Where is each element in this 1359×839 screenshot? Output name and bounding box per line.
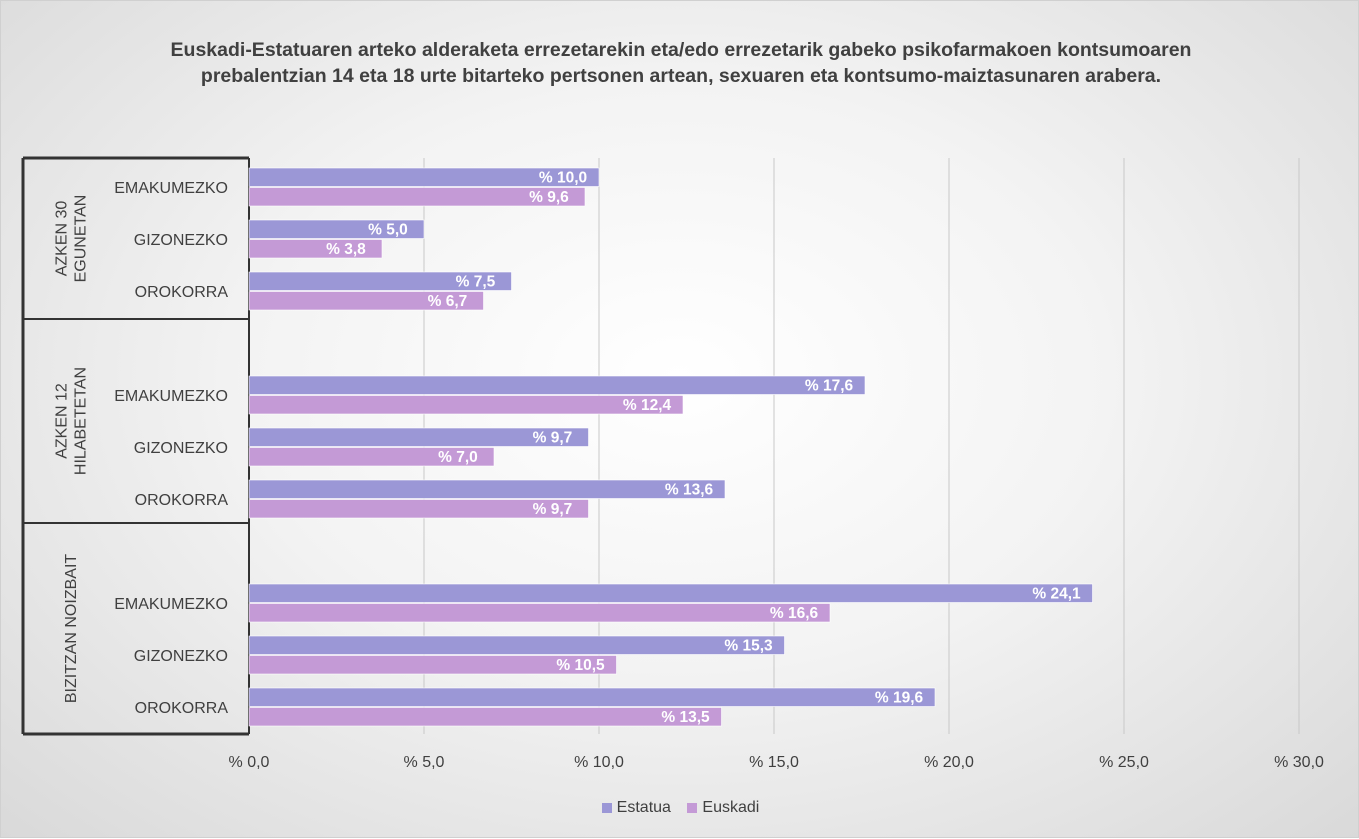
bar-euskadi	[248, 187, 586, 207]
x-tick-label: % 5,0	[404, 754, 445, 771]
bar-euskadi	[248, 239, 383, 259]
category-label: GIZONEZKO	[134, 232, 228, 249]
category-label: EMAKUMEZKO	[114, 388, 228, 405]
bar-euskadi	[248, 707, 722, 727]
x-tick-label: % 10,0	[574, 754, 624, 771]
bar-estatua	[248, 583, 1093, 603]
x-tick-label: % 15,0	[749, 754, 799, 771]
data-label: % 10,5	[556, 657, 605, 674]
data-label: % 13,6	[665, 482, 714, 499]
data-label: % 13,5	[661, 709, 710, 726]
group-label-line: BIZITZAN NOIZBAIT	[63, 554, 80, 704]
category-label: OROKORRA	[135, 700, 229, 717]
x-tick-label: % 25,0	[1099, 754, 1149, 771]
bar-estatua	[248, 687, 936, 707]
data-label: % 10,0	[539, 170, 587, 187]
legend-item-euskadi: Euskadi	[687, 799, 759, 817]
group-label-line: AZKEN 30	[54, 201, 71, 277]
data-label: % 7,5	[456, 274, 496, 291]
group-label: AZKEN 30 EGUNETAN	[54, 195, 90, 283]
x-tick-label: % 0,0	[229, 754, 270, 771]
group-label-line: EGUNETAN	[73, 195, 90, 283]
group-label: AZKEN 12 HILABETETAN	[54, 367, 90, 475]
bar-euskadi	[248, 499, 589, 519]
x-tick-label: % 20,0	[924, 754, 974, 771]
data-label: % 3,8	[326, 241, 366, 258]
category-label: GIZONEZKO	[134, 648, 228, 665]
legend: Estatua Euskadi	[1, 799, 1359, 818]
bar-estatua	[248, 635, 785, 655]
category-label: OROKORRA	[135, 492, 229, 509]
bar-estatua	[248, 167, 600, 187]
data-label: % 9,6	[529, 189, 569, 206]
data-label: % 6,7	[428, 293, 468, 310]
bar-estatua	[248, 219, 425, 239]
legend-label-euskadi: Euskadi	[702, 799, 760, 816]
data-label: % 19,6	[875, 690, 924, 707]
bar-euskadi	[248, 447, 495, 467]
legend-label-estatua: Estatua	[616, 799, 671, 816]
bar-estatua	[248, 271, 512, 291]
bar-estatua	[248, 375, 866, 395]
bar-euskadi	[248, 655, 617, 675]
data-label: % 7,0	[438, 449, 478, 466]
group-label-line: HILABETETAN	[73, 367, 90, 475]
legend-swatch-estatua	[601, 803, 612, 813]
data-label: % 15,3	[724, 638, 773, 655]
data-label: % 17,6	[805, 378, 854, 395]
category-label: OROKORRA	[135, 284, 229, 301]
data-label: % 12,4	[623, 397, 672, 414]
data-label: % 5,0	[368, 222, 408, 239]
bar-euskadi	[248, 291, 484, 311]
data-label: % 9,7	[533, 430, 573, 447]
legend-swatch-euskadi	[687, 803, 698, 813]
legend-item-estatua: Estatua	[601, 799, 671, 817]
group-label: BIZITZAN NOIZBAIT	[63, 554, 80, 704]
x-tick-label: % 30,0	[1274, 754, 1324, 771]
bar-euskadi	[248, 395, 684, 415]
category-label: EMAKUMEZKO	[114, 180, 228, 197]
data-label: % 16,6	[770, 605, 819, 622]
category-label: GIZONEZKO	[134, 440, 228, 457]
bar-euskadi	[248, 603, 831, 623]
group-label-line: AZKEN 12	[54, 383, 71, 459]
data-label: % 9,7	[533, 501, 573, 518]
bar-estatua	[248, 479, 726, 499]
data-label: % 24,1	[1032, 586, 1081, 603]
chart-title: Euskadi-Estatuaren arteko alderaketa err…	[170, 39, 1192, 87]
bar-estatua	[248, 427, 589, 447]
category-label: EMAKUMEZKO	[114, 596, 228, 613]
